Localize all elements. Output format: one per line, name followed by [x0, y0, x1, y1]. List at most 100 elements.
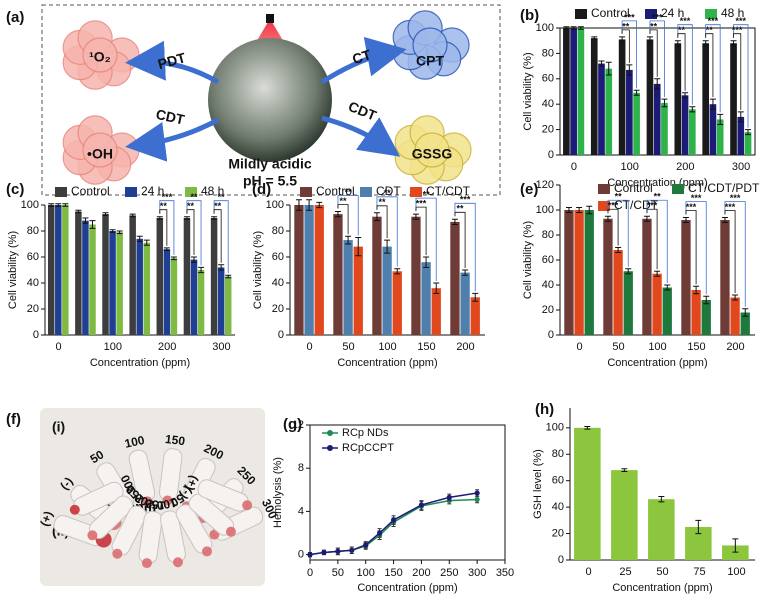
- y-tick-label: 20: [272, 303, 284, 315]
- y-tick-label: 60: [542, 254, 554, 266]
- bar: [652, 273, 662, 335]
- significance-bracket: [337, 195, 359, 236]
- significance-bracket: [733, 24, 749, 128]
- bar: [662, 287, 672, 335]
- point: [474, 496, 480, 503]
- bar: [314, 205, 324, 335]
- error-bar: [674, 40, 681, 47]
- bar: [613, 250, 623, 335]
- error-bar: [136, 235, 143, 242]
- significance-bracket: [649, 29, 658, 77]
- significance-bracket: [649, 20, 665, 98]
- error-bar: [717, 113, 724, 126]
- bar: [574, 427, 601, 560]
- significance-label: **: [218, 192, 226, 202]
- tube-label: (+): [183, 473, 202, 492]
- y-axis-label: Cell viability (%): [252, 231, 264, 309]
- error-bar: [693, 285, 700, 295]
- bar: [577, 28, 585, 155]
- error-bar: [423, 256, 430, 268]
- bar: [224, 276, 232, 335]
- significance-label: **: [654, 192, 662, 202]
- bar: [82, 220, 89, 335]
- condition: pH = 5.5: [243, 173, 297, 189]
- bar: [563, 28, 570, 155]
- significance-bracket: [646, 199, 668, 283]
- x-axis-label: Concentration (ppm): [607, 357, 707, 369]
- legend-label: 48 h: [201, 184, 224, 198]
- significance-bracket: [159, 200, 175, 255]
- x-tick-label: 200: [676, 161, 694, 173]
- x-tick-label: 100: [104, 341, 122, 353]
- error-bar: [584, 426, 591, 430]
- significance-label: ***: [725, 202, 736, 212]
- significance-label: ***: [730, 193, 741, 203]
- error-bar: [591, 36, 598, 40]
- tube-label: (+): [37, 509, 55, 528]
- bar: [392, 271, 402, 335]
- x-tick-label: 200: [158, 341, 176, 353]
- bar: [590, 38, 598, 155]
- bar: [633, 92, 640, 155]
- bar: [89, 224, 96, 335]
- bar: [674, 43, 682, 155]
- error-bar: [646, 36, 653, 43]
- sub-label: (i): [52, 419, 65, 435]
- significance-bracket: [705, 24, 721, 113]
- error-bar: [621, 468, 628, 472]
- blood: [142, 496, 153, 507]
- error-bar: [605, 61, 612, 76]
- error-bar: [384, 239, 391, 254]
- significance-label: ***: [647, 201, 658, 211]
- y-tick-label: 60: [27, 251, 39, 263]
- y-tick-label: 60: [272, 251, 284, 263]
- x-tick-label: 0: [571, 161, 577, 173]
- bar: [62, 205, 69, 335]
- bar: [730, 297, 740, 335]
- bar: [648, 499, 675, 560]
- significance-label: **: [650, 21, 658, 31]
- bar: [681, 95, 689, 155]
- error-bar: [586, 205, 593, 215]
- bar: [136, 238, 143, 335]
- error-bar: [730, 40, 737, 47]
- y-tick-label: 8: [298, 462, 304, 474]
- line: [309, 498, 478, 556]
- significance-bracket: [724, 201, 746, 307]
- bar: [737, 116, 745, 155]
- error-bar: [664, 284, 671, 291]
- x-tick-label: 100: [648, 341, 666, 353]
- significance-bracket: [186, 200, 202, 266]
- significance-bracket: [337, 204, 349, 235]
- legend-marker: [327, 445, 333, 451]
- bar: [574, 210, 584, 335]
- error-bar: [412, 213, 419, 220]
- bar: [722, 545, 749, 560]
- plot-frame: [309, 424, 506, 561]
- significance-bracket: [724, 210, 736, 293]
- legend-label: CT/CDT: [426, 184, 471, 198]
- blood: [141, 558, 152, 569]
- x-tick-label: 100: [727, 566, 745, 578]
- error-bar: [709, 98, 716, 110]
- significance-bracket: [677, 24, 693, 105]
- significance-label: ***: [460, 195, 471, 205]
- significance-label: **: [187, 201, 195, 211]
- error-bar: [89, 220, 96, 229]
- x-tick-label: 100: [378, 341, 396, 353]
- error-bar: [225, 274, 232, 279]
- y-tick-label: 100: [536, 22, 554, 34]
- bar: [156, 218, 164, 335]
- significance-label: ***: [736, 16, 747, 26]
- error-bar: [211, 216, 218, 220]
- x-tick-label: 100: [357, 567, 375, 579]
- x-tick-label: 0: [306, 341, 312, 353]
- bar: [75, 211, 82, 335]
- panel-label: (g): [283, 416, 302, 433]
- legend-swatch: [598, 201, 610, 211]
- error-bar: [109, 229, 116, 233]
- bar: [304, 205, 314, 335]
- x-tick-label: 0: [307, 567, 313, 579]
- y-tick-label: 0: [278, 329, 284, 341]
- y-tick-label: 100: [536, 204, 554, 216]
